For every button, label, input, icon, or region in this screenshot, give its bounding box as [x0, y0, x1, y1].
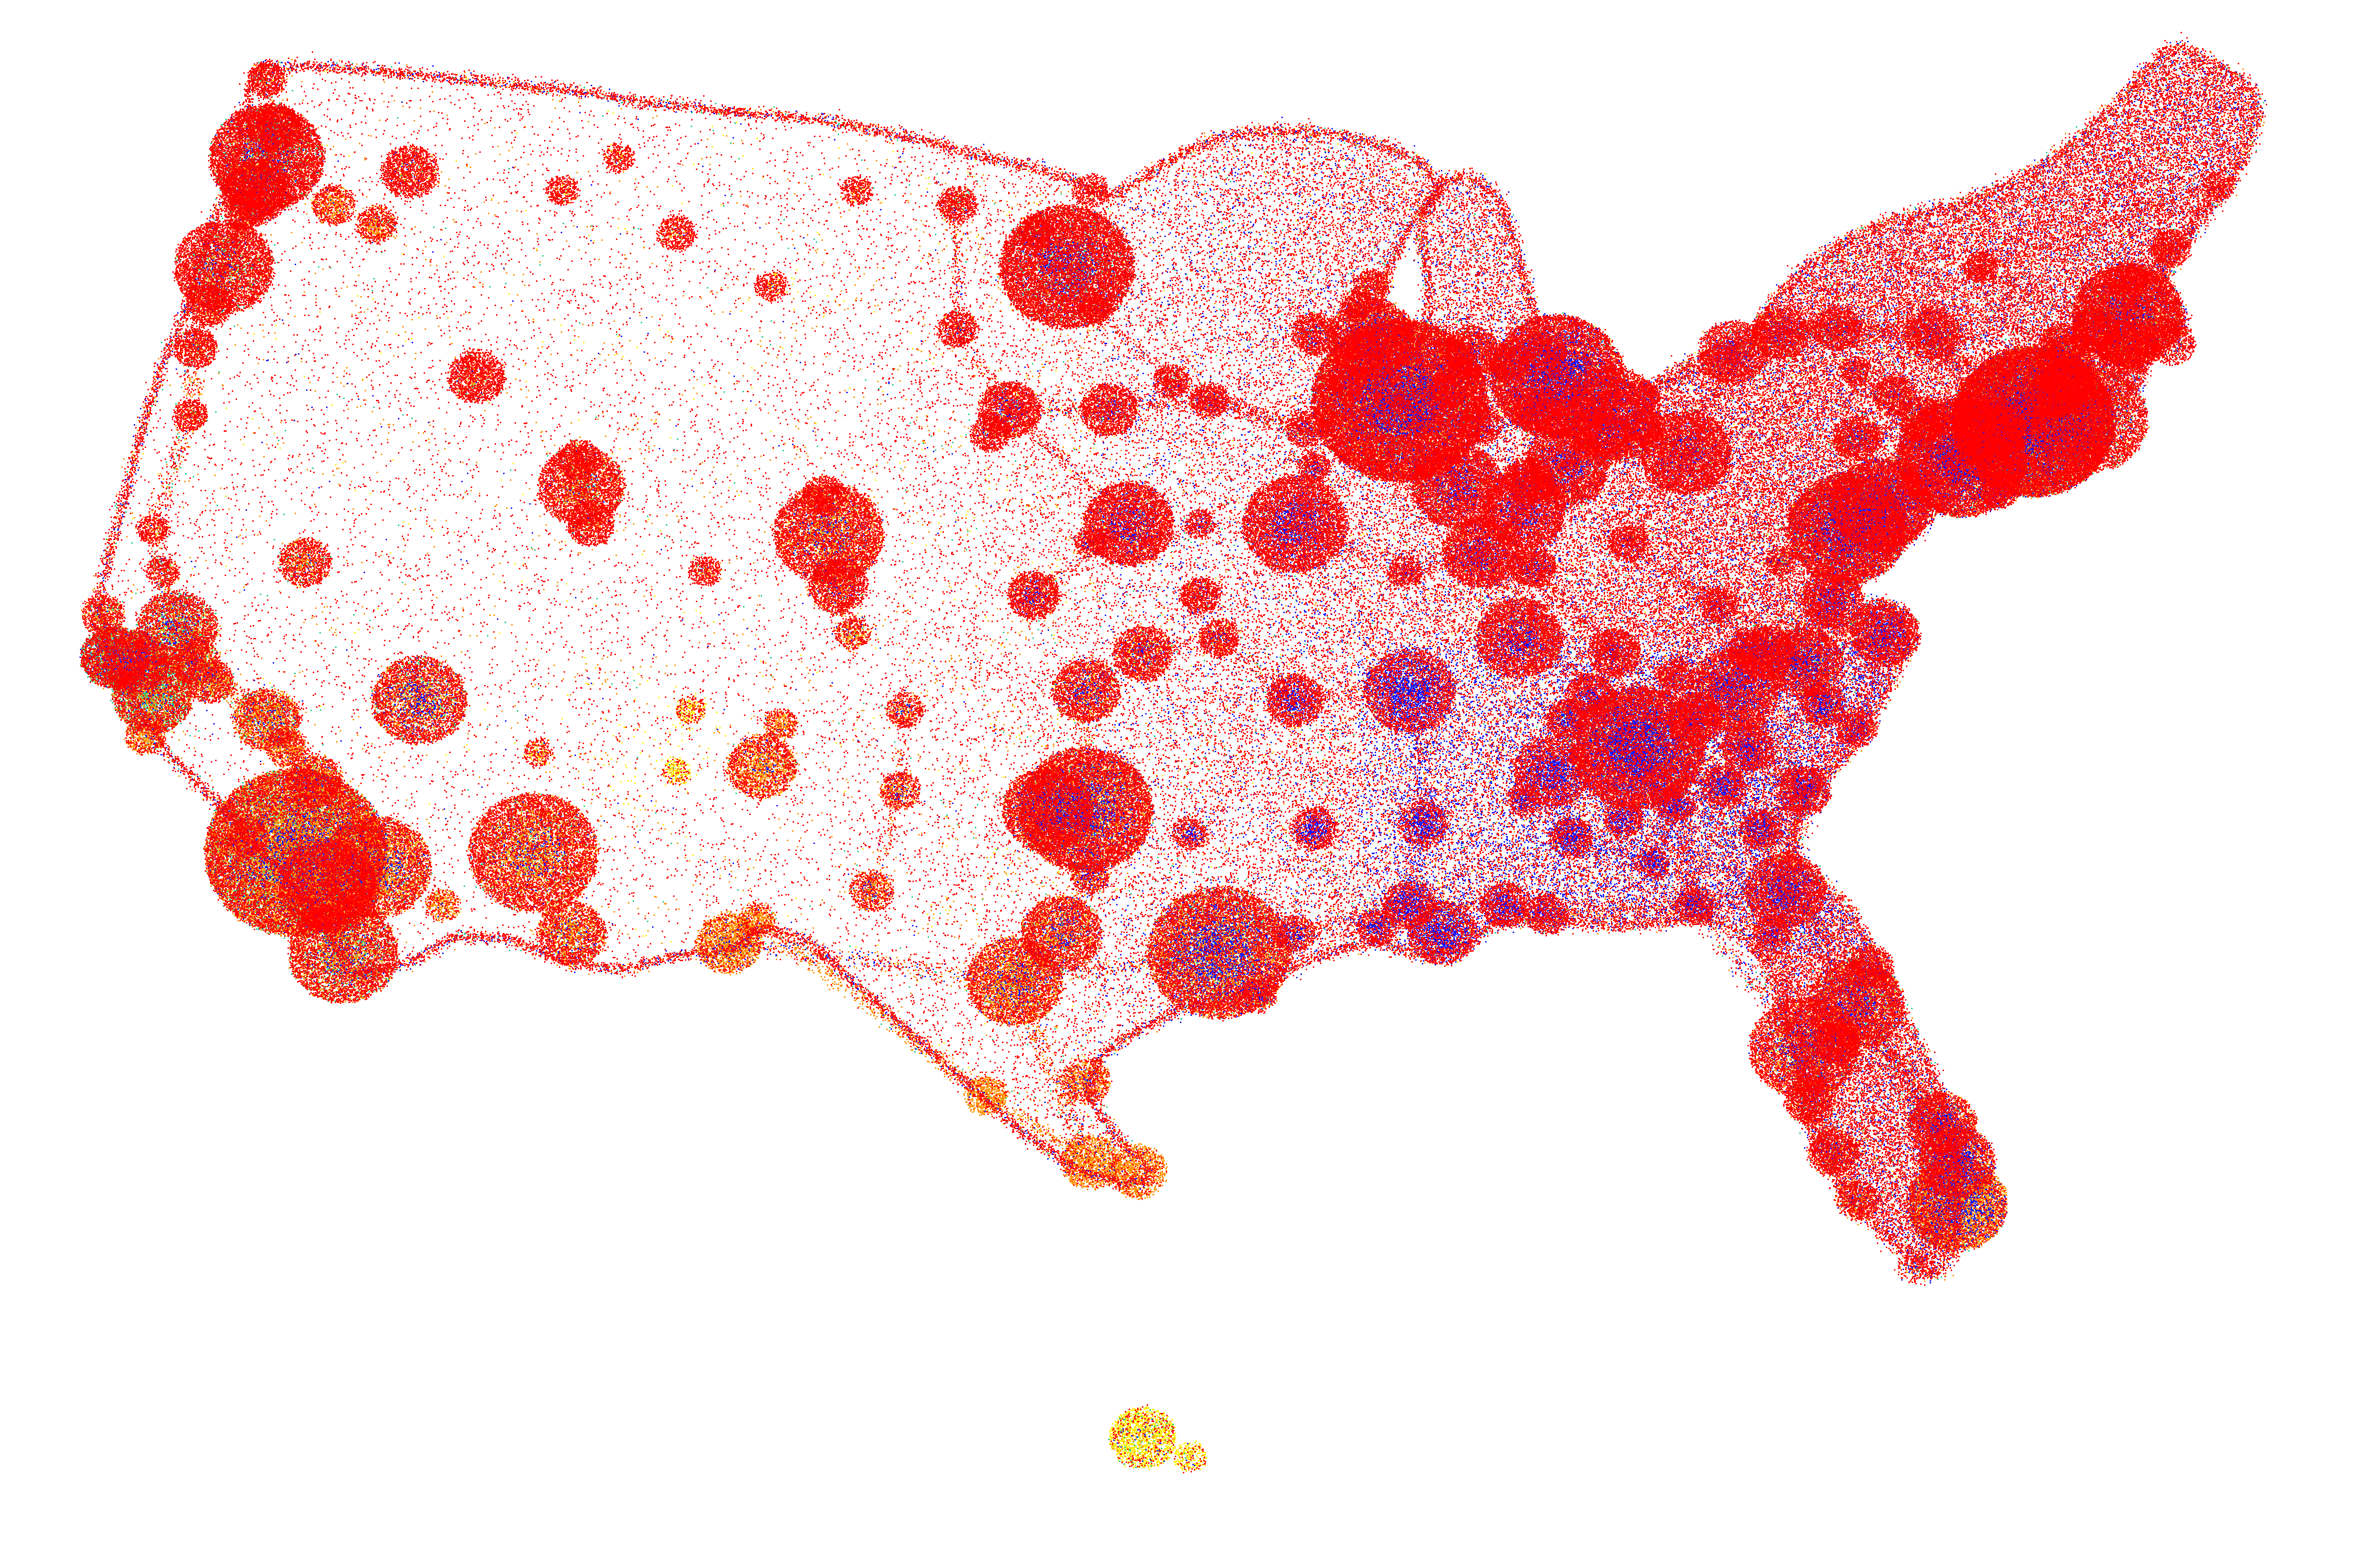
racial-dot-map — [0, 0, 2380, 1550]
dot-density-canvas — [0, 0, 2380, 1550]
